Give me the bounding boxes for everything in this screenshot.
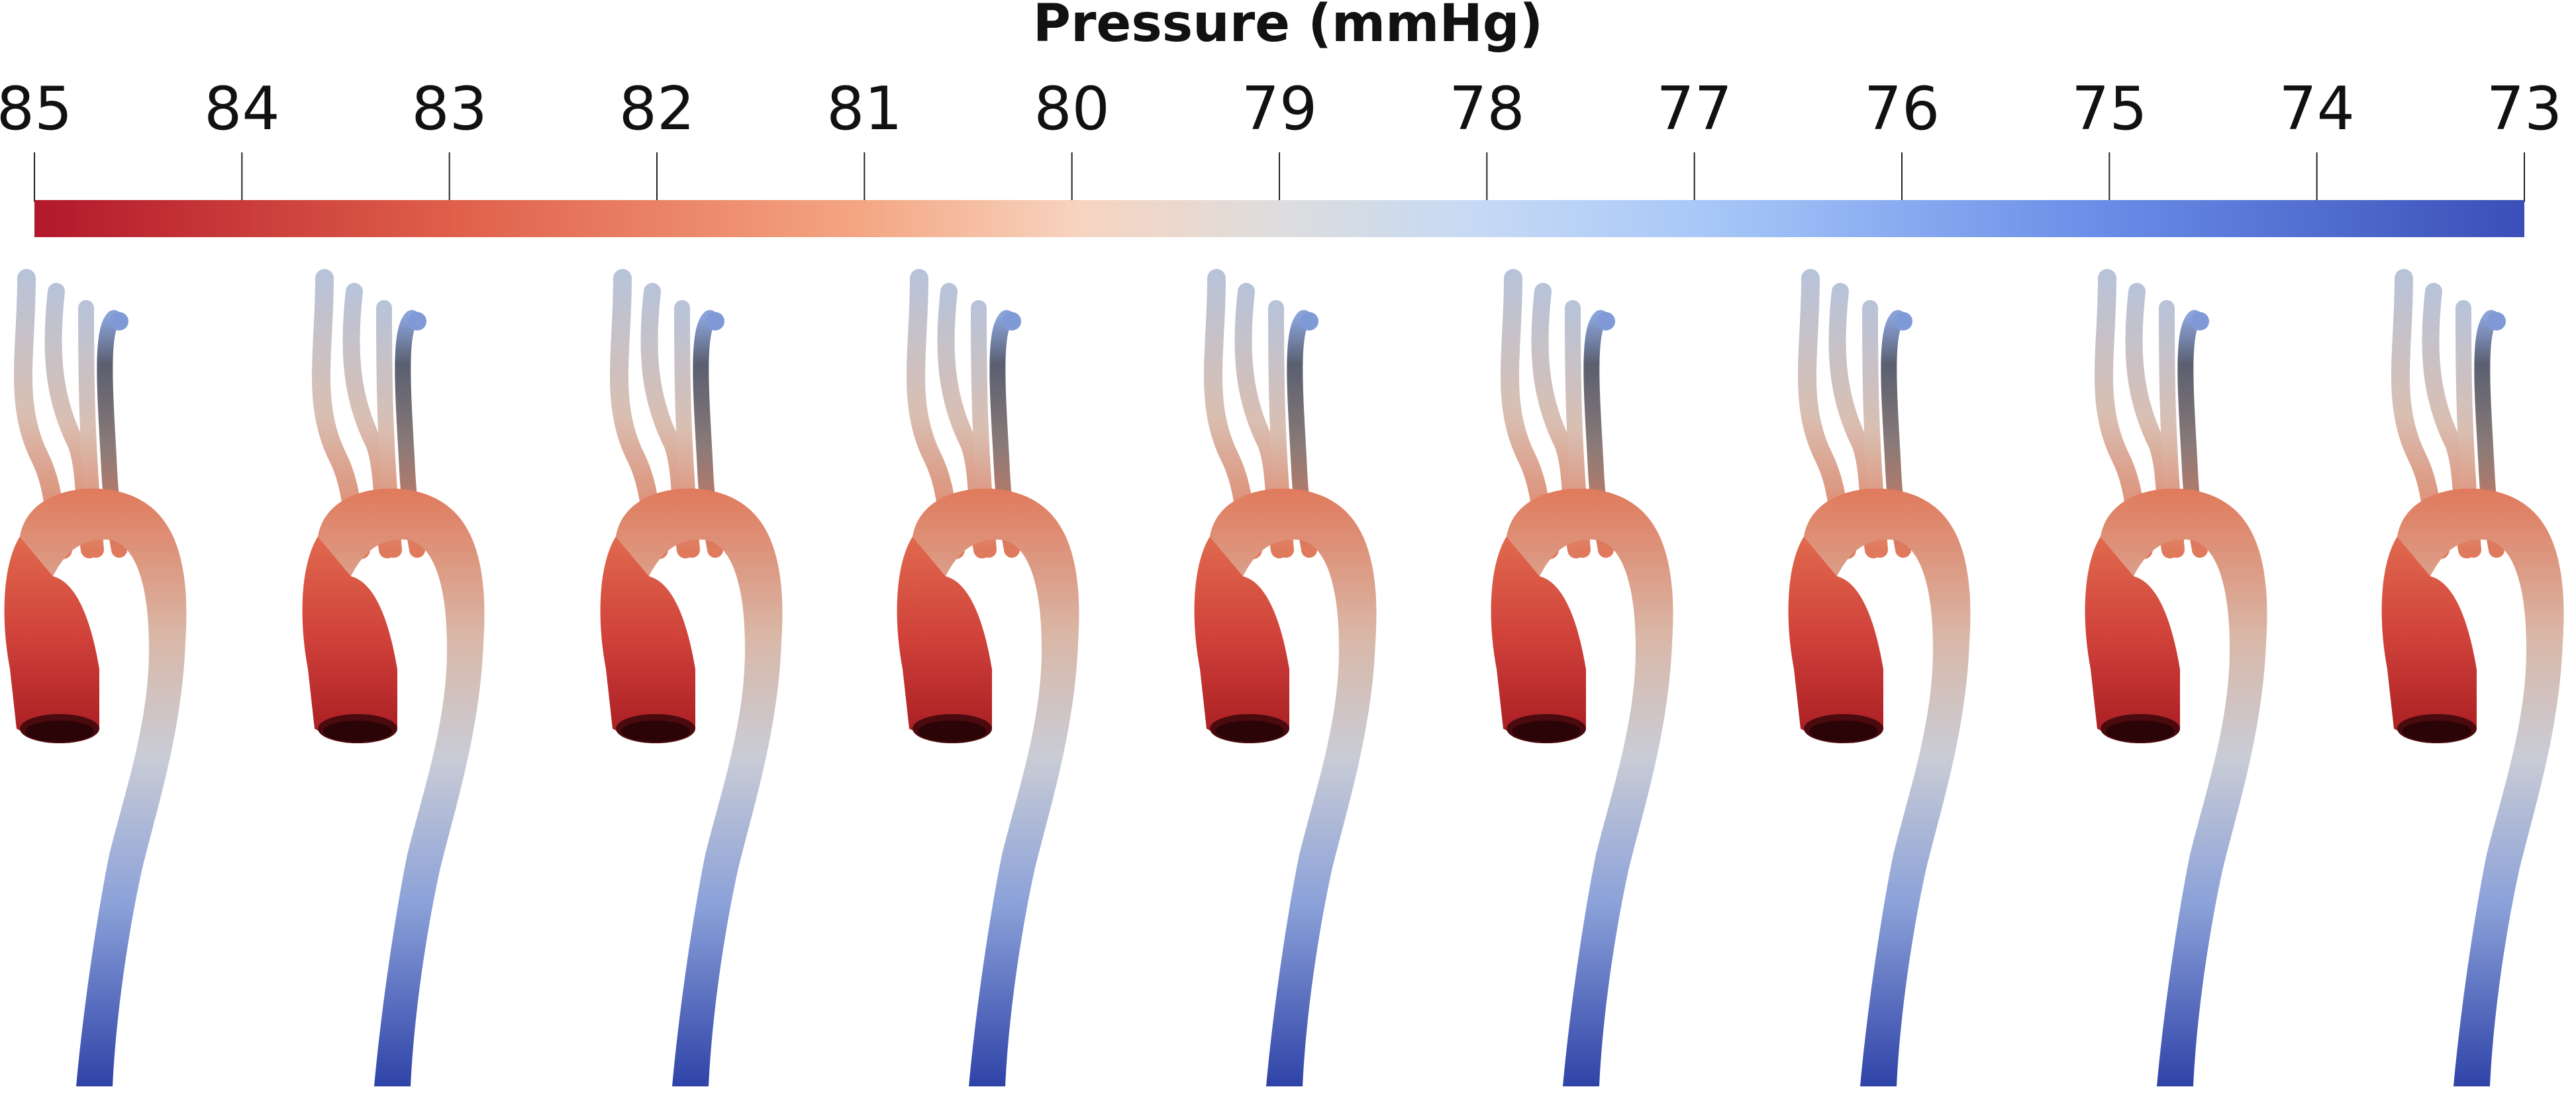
colorbar-tick-label: 84 <box>204 74 280 144</box>
aorta-model-9 <box>2382 278 2564 1086</box>
colorbar-tick-label: 79 <box>1242 74 1318 144</box>
aorta-model-8 <box>2085 278 2267 1086</box>
colorbar <box>34 200 2524 237</box>
aorta-model-4 <box>897 278 1079 1086</box>
colorbar-tick-label: 78 <box>1449 74 1525 144</box>
aorta-models <box>5 278 2564 1086</box>
colorbar-tick-label: 82 <box>619 74 695 144</box>
colorbar-tick-label: 75 <box>2071 74 2148 144</box>
aorta-model-1 <box>5 278 187 1086</box>
colorbar-tick-label: 73 <box>2487 74 2563 144</box>
colorbar-tick-label: 80 <box>1034 74 1110 144</box>
colorbar-title: Pressure (mmHg) <box>1033 0 1543 54</box>
aorta-model-5 <box>1195 278 1377 1086</box>
colorbar-tick-label: 85 <box>0 74 72 144</box>
colorbar-tick-label: 81 <box>826 74 903 144</box>
aorta-model-2 <box>303 278 485 1086</box>
colorbar-tick-label: 76 <box>1864 74 1940 144</box>
aorta-model-3 <box>601 278 783 1086</box>
colorbar-tick-label: 83 <box>411 74 487 144</box>
aorta-model-7 <box>1789 278 1971 1086</box>
colorbar-tick-label: 77 <box>1656 74 1732 144</box>
aorta-model-6 <box>1491 278 1673 1086</box>
colorbar-ticks: 85 84 83 82 81 80 79 78 77 76 75 74 73 <box>0 74 2562 202</box>
colorbar-tick-label: 74 <box>2279 74 2355 144</box>
